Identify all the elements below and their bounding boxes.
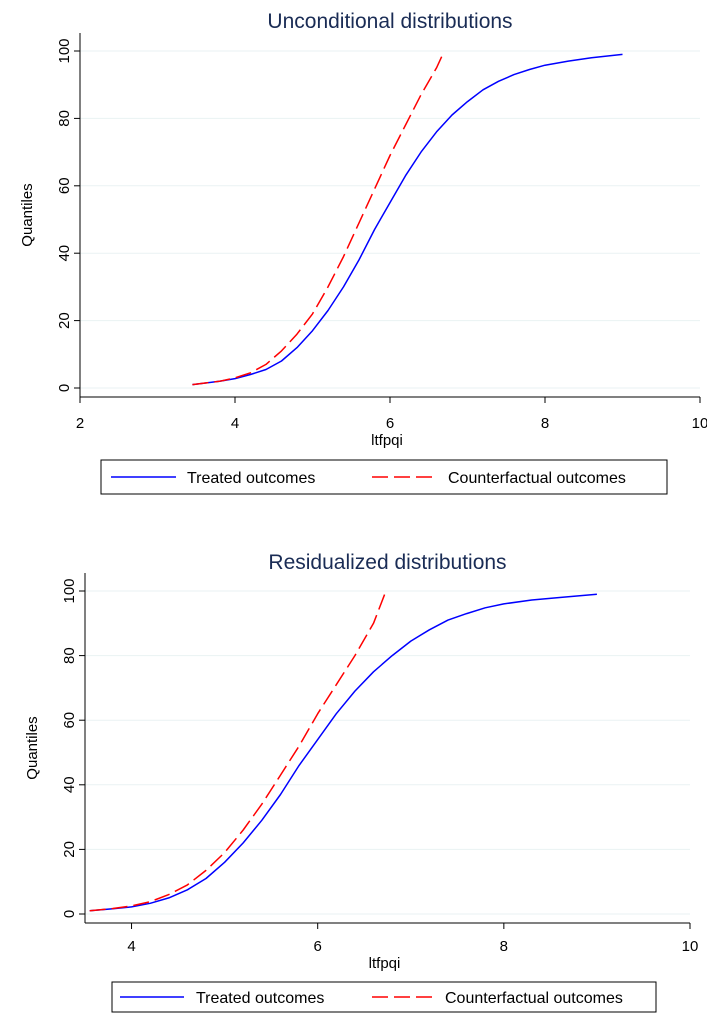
y-tick-label: 40 xyxy=(56,245,73,262)
legend-label: Treated outcomes xyxy=(187,470,315,487)
y-axis-label: Quantiles xyxy=(19,183,36,246)
y-tick-label: 0 xyxy=(56,384,73,392)
legend-label: Counterfactual outcomes xyxy=(448,470,626,487)
y-tick-label: 60 xyxy=(61,712,78,729)
y-tick-label: 80 xyxy=(56,110,73,127)
y-axis-label: Quantiles xyxy=(24,716,41,779)
y-tick-label: 100 xyxy=(56,38,73,63)
x-tick-label: 6 xyxy=(386,415,394,432)
legend: Treated outcomes Counterfactual outcomes xyxy=(100,459,668,495)
legend-label: Counterfactual outcomes xyxy=(445,990,623,1007)
y-tick-label: 0 xyxy=(61,910,78,918)
x-tick-label: 8 xyxy=(500,938,508,955)
series-line-treated xyxy=(192,53,623,386)
series-line-counterfactual xyxy=(192,54,444,386)
x-tick-label: 10 xyxy=(692,415,707,432)
series-line-counterfactual xyxy=(89,593,386,912)
x-tick-label: 4 xyxy=(127,938,135,955)
x-axis-label: ltfpqi xyxy=(371,432,403,449)
y-tick-label: 20 xyxy=(56,312,73,329)
y-tick-label: 20 xyxy=(61,841,78,858)
x-tick-label: 10 xyxy=(682,938,699,955)
chart-panel-1: 0 20 40 60 80 100 2 4 6 8 10 Unconditional distribu… xyxy=(19,10,707,495)
x-axis-label: ltfpqi xyxy=(369,955,401,972)
x-tick-label: 8 xyxy=(541,415,549,432)
y-tick-label: 80 xyxy=(61,647,78,664)
x-tick-label: 4 xyxy=(231,415,239,432)
chart-panel-2: 0 20 40 60 80 100 4 6 8 10 Residualized distributi… xyxy=(24,551,699,1013)
x-tick-label: 6 xyxy=(314,938,322,955)
series-line-treated xyxy=(89,593,597,912)
y-tick-label: 60 xyxy=(56,177,73,194)
chart-title: Unconditional distributions xyxy=(267,10,512,33)
chart-title: Residualized distributions xyxy=(268,551,506,574)
legend-label: Treated outcomes xyxy=(196,990,324,1007)
y-tick-label: 100 xyxy=(61,578,78,603)
legend: Treated outcomes Counterfactual outcomes xyxy=(111,981,657,1013)
x-tick-label: 2 xyxy=(76,415,84,432)
y-tick-label: 40 xyxy=(61,776,78,793)
